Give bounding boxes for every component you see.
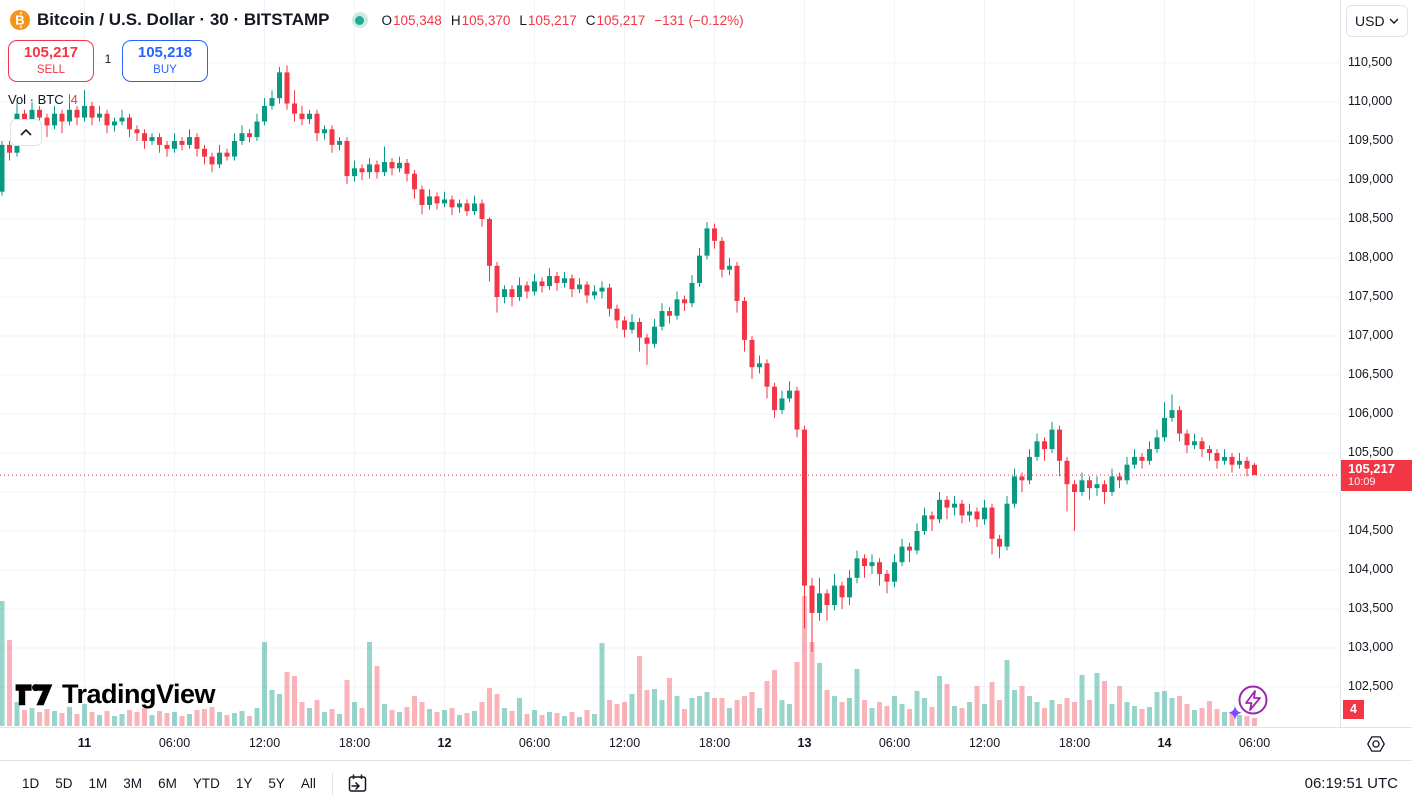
- change-value: −131 (−0.12%): [654, 12, 744, 28]
- bitcoin-icon: B: [10, 10, 30, 30]
- time-axis-label: 06:00: [518, 736, 551, 750]
- collapse-legend-button[interactable]: [10, 119, 42, 146]
- sell-price: 105,217: [23, 44, 79, 61]
- time-axis-label: 18:00: [1058, 736, 1091, 750]
- range-all[interactable]: All: [300, 776, 316, 791]
- chart-settings-icon[interactable]: [1365, 733, 1387, 755]
- price-axis[interactable]: USD 110,500 110,000 109,500 109,000 108,500 1…: [1340, 0, 1412, 727]
- tradingview-watermark-text: TradingView: [62, 678, 216, 709]
- symbol-title[interactable]: Bitcoin / U.S. Dollar · 30 · BITSTAMP: [37, 10, 330, 29]
- low-value: 105,217: [527, 12, 577, 28]
- currency-selector[interactable]: USD: [1346, 5, 1408, 37]
- price-axis-label: 110,500: [1348, 55, 1393, 69]
- close-label: C: [585, 12, 596, 28]
- tradingview-logo-icon: [15, 684, 53, 706]
- buy-button[interactable]: 105,218 BUY: [122, 40, 208, 82]
- date-range-switcher: 1D 5D 1M 3M 6M YTD 1Y 5Y All: [14, 771, 324, 796]
- sell-button[interactable]: 105,217 SELL: [8, 40, 94, 82]
- go-to-date-button[interactable]: [341, 770, 374, 797]
- tradingview-watermark: TradingView: [14, 676, 216, 712]
- last-price-value: 105,217: [1348, 461, 1395, 477]
- range-1d[interactable]: 1D: [22, 776, 40, 791]
- range-6m[interactable]: 6M: [158, 776, 177, 791]
- time-axis-label: 12:00: [248, 736, 281, 750]
- time-axis-label: 11: [77, 736, 92, 750]
- range-5y[interactable]: 5Y: [268, 776, 285, 791]
- range-ytd[interactable]: YTD: [192, 776, 220, 791]
- calendar-icon: [348, 774, 367, 792]
- time-axis-label: 06:00: [158, 736, 191, 750]
- high-value: 105,370: [461, 12, 511, 28]
- price-axis-label: 108,500: [1348, 211, 1394, 225]
- time-axis-label: 18:00: [338, 736, 371, 750]
- time-axis-label: 14: [1157, 736, 1172, 750]
- time-axis-label: 13: [797, 736, 812, 750]
- time-axis[interactable]: 11 06:00 12:00 18:00 12 06:00 12:00 18:00 13 06:0…: [0, 727, 1340, 760]
- price-axis-label: 106,500: [1348, 367, 1394, 381]
- open-value: 105,348: [393, 12, 442, 28]
- time-axis-label: 12: [437, 736, 452, 750]
- bar-countdown: 10:09: [1348, 476, 1376, 489]
- candlestick-chart[interactable]: [0, 0, 1340, 727]
- market-status-icon[interactable]: [351, 12, 368, 28]
- time-axis-label: 06:00: [878, 736, 911, 750]
- price-axis-label: 110,000: [1348, 94, 1393, 108]
- price-axis-label: 107,000: [1348, 328, 1394, 342]
- price-axis-label: 108,000: [1348, 250, 1394, 264]
- buy-price: 105,218: [137, 44, 193, 61]
- time-axis-label: 12:00: [968, 736, 1001, 750]
- boost-button[interactable]: [1226, 682, 1272, 729]
- sell-label: SELL: [36, 63, 66, 76]
- axis-settings-corner[interactable]: [1340, 727, 1412, 760]
- price-axis-label: 109,500: [1348, 133, 1394, 147]
- price-axis-label: 104,000: [1348, 562, 1394, 576]
- range-5d[interactable]: 5D: [55, 776, 73, 791]
- symbol-header: B Bitcoin / U.S. Dollar · 30 · BITSTAMP …: [10, 8, 744, 32]
- time-axis-label: 12:00: [608, 736, 641, 750]
- chevron-down-icon: [1389, 18, 1399, 24]
- open-label: O: [381, 12, 393, 28]
- price-axis-label: 103,000: [1348, 640, 1394, 654]
- range-1y[interactable]: 1Y: [235, 776, 253, 791]
- price-axis-label: 107,500: [1348, 289, 1394, 303]
- high-label: H: [450, 12, 461, 28]
- range-3m[interactable]: 3M: [123, 776, 143, 791]
- price-axis-label: 105,500: [1348, 445, 1394, 459]
- close-value: 105,217: [596, 12, 646, 28]
- range-1m[interactable]: 1M: [88, 776, 108, 791]
- lightning-boost-icon: [1228, 685, 1268, 720]
- volume-legend-value: 4: [70, 92, 78, 107]
- ohlc-readout: O 105,348 H 105,370 L 105,217 C 105,217 −131…: [382, 13, 744, 28]
- price-axis-label: 102,500: [1348, 679, 1394, 693]
- price-axis-label: 109,000: [1348, 172, 1394, 186]
- chevron-up-icon: [20, 128, 32, 136]
- price-axis-label: 104,500: [1348, 523, 1394, 537]
- price-axis-label: 106,000: [1348, 406, 1394, 420]
- price-axis-label: 103,500: [1348, 601, 1394, 615]
- toolbar-divider: [331, 772, 333, 795]
- volume-axis-badge: 4: [1343, 700, 1364, 719]
- svg-text:B: B: [15, 13, 24, 28]
- order-panel: 105,217 SELL 1 105,218 BUY: [8, 40, 208, 82]
- time-axis-label: 18:00: [698, 736, 731, 750]
- bottom-toolbar: 1D 5D 1M 3M 6M YTD 1Y 5Y All 06:19:51 UT…: [0, 760, 1412, 806]
- volume-legend-label: Vol · BTC: [8, 92, 64, 107]
- currency-value: USD: [1355, 13, 1385, 29]
- buy-label: BUY: [153, 63, 177, 76]
- exchange-clock[interactable]: 06:19:51 UTC: [1304, 775, 1398, 792]
- volume-legend[interactable]: Vol · BTC 4: [8, 92, 78, 107]
- time-axis-label: 06:00: [1238, 736, 1271, 750]
- spread-value: 1: [104, 52, 112, 66]
- low-label: L: [519, 12, 527, 28]
- last-price-badge: 105,217 10:09: [1341, 460, 1412, 492]
